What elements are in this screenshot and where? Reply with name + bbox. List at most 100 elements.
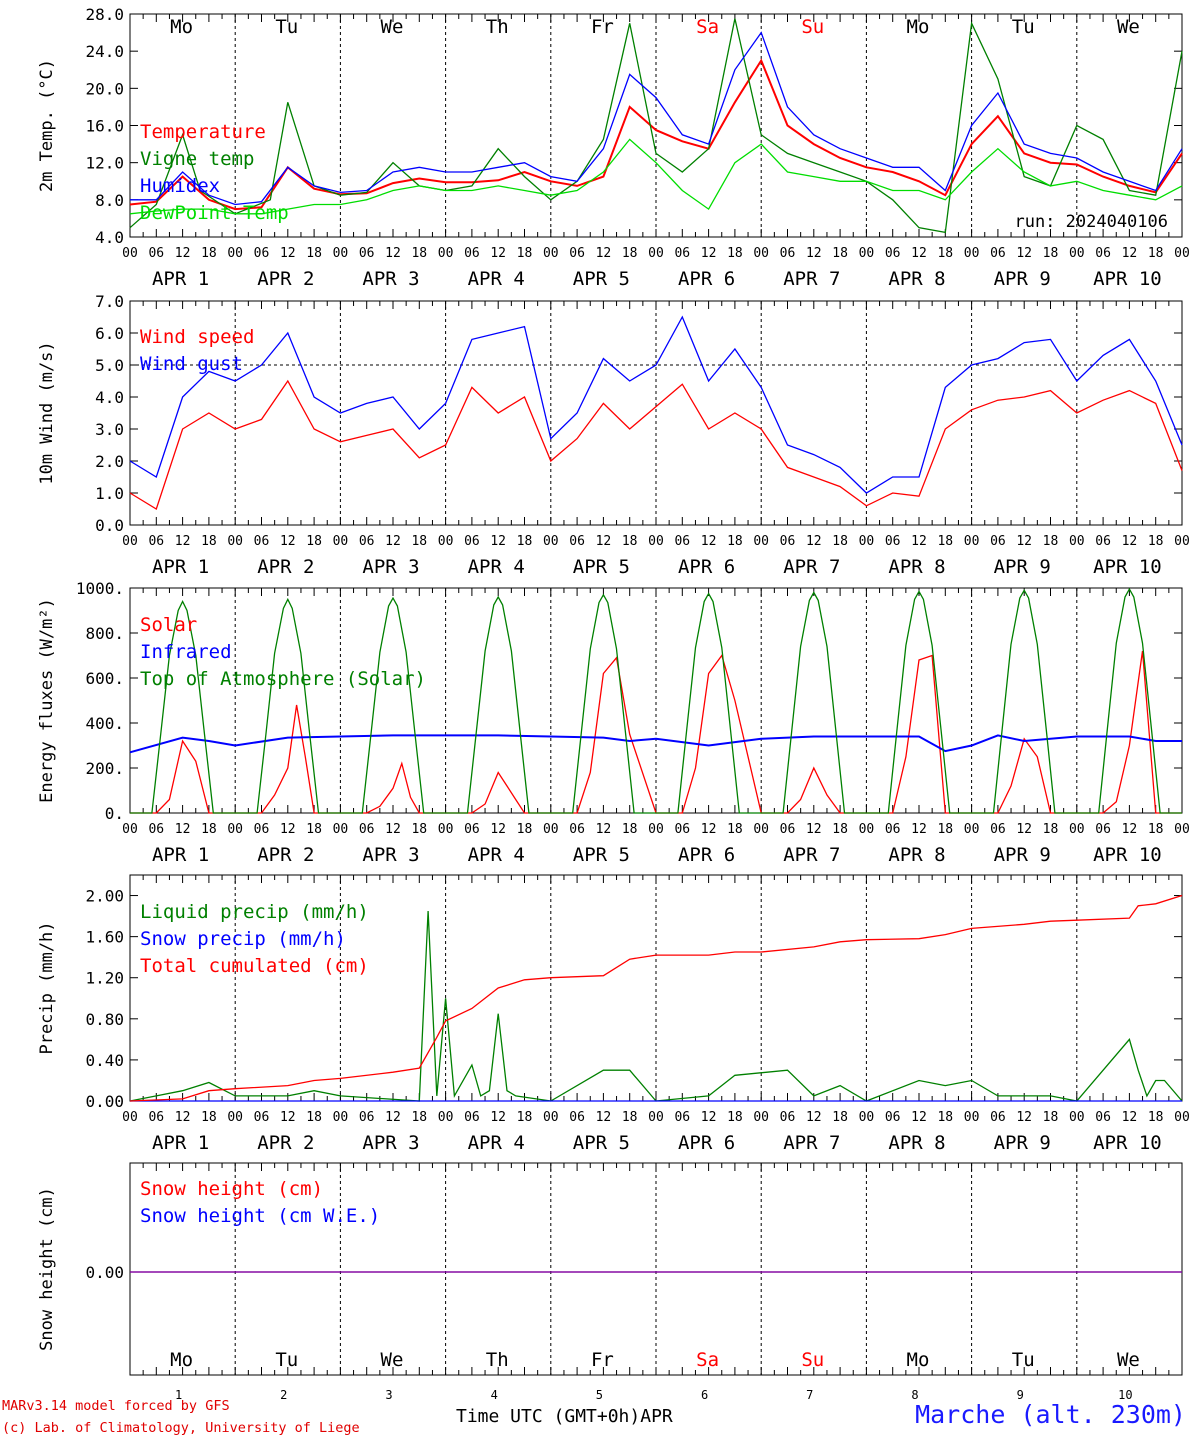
x-date-label: APR 3 [362, 556, 419, 578]
x-hour-label: 00 [859, 1110, 875, 1125]
x-hour-label: 18 [937, 534, 953, 549]
y-tick-label: 0.00 [85, 1263, 124, 1282]
legend-entry: Temperature [140, 121, 266, 143]
x-date-label: APR 10 [1093, 268, 1162, 290]
x-hour-label: 00 [438, 246, 454, 261]
x-date-label: APR 9 [994, 844, 1051, 866]
x-hour-label: 06 [464, 534, 480, 549]
x-hour-label: 18 [517, 246, 533, 261]
x-hour-label: 18 [937, 246, 953, 261]
x-hour-label: 12 [911, 246, 927, 261]
x-date-label: APR 3 [362, 268, 419, 290]
y-tick-label: 2.00 [85, 887, 124, 906]
model-credit: MARv3.14 model forced by GFS [2, 1398, 230, 1414]
x-hour-label: 12 [911, 822, 927, 837]
legend-entry: Wind speed [140, 326, 254, 348]
x-hour-label: 12 [1016, 822, 1032, 837]
legend-entry: Liquid precip (mm/h) [140, 901, 369, 923]
x-hour-label: 12 [490, 822, 506, 837]
y-tick-label: 1000. [76, 579, 124, 598]
x-hour-label: 12 [806, 822, 822, 837]
x-hour-label: 06 [885, 1110, 901, 1125]
x-hour-label: 12 [280, 246, 296, 261]
x-date-label: APR 6 [678, 1132, 735, 1154]
x-hour-label: 00 [859, 246, 875, 261]
x-hour-label: 12 [1122, 246, 1138, 261]
x-date-label: APR 2 [257, 268, 314, 290]
x-hour-label: 18 [727, 534, 743, 549]
y-tick-label: 28.0 [85, 5, 124, 24]
x-hour-label: 12 [175, 246, 191, 261]
x-hour-label: 18 [622, 822, 638, 837]
x-hour-label: 06 [148, 534, 164, 549]
y-tick-label: 4.0 [95, 388, 124, 407]
day-name: Fr [591, 1349, 614, 1371]
x-hour-label: 18 [832, 1110, 848, 1125]
x-hour-label: 00 [1174, 822, 1190, 837]
y-tick-label: 8.0 [95, 191, 124, 210]
legend-entry: Top of Atmosphere (Solar) [140, 668, 426, 690]
x-hour-label: 12 [175, 534, 191, 549]
y-tick-label: 6.0 [95, 324, 124, 343]
x-date-label: APR 10 [1093, 844, 1162, 866]
x-hour-label: 00 [1174, 1110, 1190, 1125]
x-hour-label: 00 [859, 822, 875, 837]
x-hour-label: 12 [1122, 1110, 1138, 1125]
day-name: We [381, 1349, 404, 1371]
day-name: Mo [170, 1349, 193, 1371]
legend-entry: Snow height (cm) [140, 1178, 323, 1200]
x-hour-label: 00 [543, 1110, 559, 1125]
x-hour-label: 00 [543, 246, 559, 261]
x-hour-label: 18 [1043, 1110, 1059, 1125]
x-hour-label: 12 [175, 1110, 191, 1125]
y-tick-label: 4.0 [95, 228, 124, 247]
day-date: 8 [911, 1388, 918, 1402]
x-hour-label: 00 [648, 1110, 664, 1125]
x-hour-label: 00 [1069, 1110, 1085, 1125]
y-tick-label: 0. [105, 804, 124, 823]
x-hour-label: 18 [622, 1110, 638, 1125]
x-hour-label: 00 [753, 534, 769, 549]
x-hour-label: 18 [1148, 534, 1164, 549]
x-hour-label: 18 [201, 246, 217, 261]
x-hour-label: 12 [385, 822, 401, 837]
legend-entry: Snow precip (mm/h) [140, 928, 346, 950]
station-name: Marche (alt. 230m) [915, 1400, 1186, 1429]
x-hour-label: 18 [1148, 1110, 1164, 1125]
day-name: Sa [696, 1349, 719, 1371]
x-hour-label: 00 [227, 822, 243, 837]
x-hour-label: 00 [753, 246, 769, 261]
y-tick-label: 16.0 [85, 117, 124, 136]
day-name: Tu [1012, 1349, 1035, 1371]
panel-4 [129, 874, 1183, 1102]
y-tick-label: 1.60 [85, 928, 124, 947]
x-hour-label: 18 [201, 534, 217, 549]
x-hour-label: 06 [780, 246, 796, 261]
x-hour-label: 00 [648, 822, 664, 837]
x-date-label: APR 3 [362, 844, 419, 866]
x-hour-label: 18 [1148, 246, 1164, 261]
series-line [129, 18, 1183, 234]
day-name: We [381, 16, 404, 38]
x-hour-label: 12 [280, 1110, 296, 1125]
x-hour-label: 12 [596, 246, 612, 261]
panel-5 [129, 1162, 1183, 1376]
day-date: 6 [701, 1388, 708, 1402]
series-line [130, 587, 1182, 814]
day-name: Mo [907, 1349, 930, 1371]
y-tick-label: 12.0 [85, 154, 124, 173]
day-name: We [1117, 16, 1140, 38]
day-date: 2 [280, 1388, 287, 1402]
x-hour-label: 18 [411, 822, 427, 837]
day-date: 1 [175, 1388, 182, 1402]
x-hour-label: 12 [596, 534, 612, 549]
legend-entry: Infrared [140, 641, 232, 663]
x-hour-label: 18 [411, 534, 427, 549]
y-tick-label: 20.0 [85, 79, 124, 98]
x-date-label: APR 7 [783, 268, 840, 290]
x-hour-label: 00 [753, 822, 769, 837]
x-hour-label: 00 [333, 246, 349, 261]
day-name: We [1117, 1349, 1140, 1371]
y-tick-label: 600. [85, 669, 124, 688]
x-hour-label: 06 [674, 534, 690, 549]
